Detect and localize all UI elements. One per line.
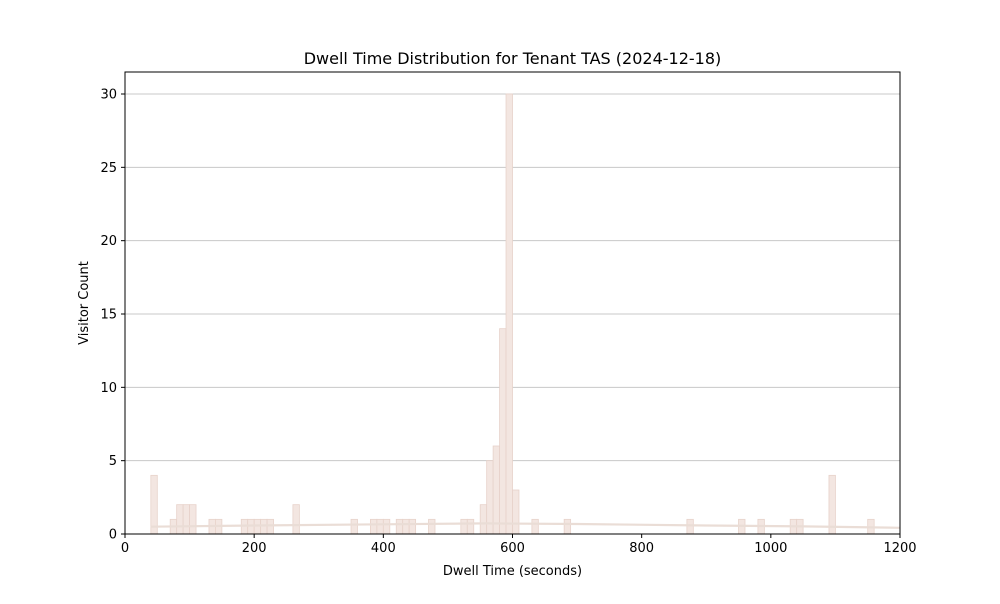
histogram-bar bbox=[189, 504, 197, 535]
histogram-bar bbox=[686, 518, 694, 535]
histogram-bar bbox=[479, 504, 488, 535]
histogram-bar bbox=[466, 518, 475, 535]
y-tick-label: 10 bbox=[100, 381, 117, 396]
histogram-bar bbox=[176, 504, 184, 535]
histogram-bar bbox=[376, 518, 384, 535]
histogram-bar bbox=[460, 518, 468, 535]
histogram-bar bbox=[428, 518, 436, 535]
histogram-bar bbox=[499, 328, 507, 535]
x-tick-label: 0 bbox=[121, 541, 129, 556]
histogram-bar bbox=[531, 518, 539, 535]
histogram-bar bbox=[408, 518, 417, 535]
x-axis-title: Dwell Time (seconds) bbox=[443, 564, 582, 579]
x-axis-ticks: 0 200 400 600 800 1000 1200 bbox=[121, 534, 917, 556]
histogram-bar bbox=[182, 504, 190, 535]
chart-title: Dwell Time Distribution for Tenant TAS (… bbox=[304, 49, 722, 68]
x-tick-label: 200 bbox=[242, 541, 267, 556]
histogram-bar bbox=[253, 518, 262, 535]
y-tick-label: 0 bbox=[109, 528, 117, 543]
histogram-bar bbox=[382, 518, 391, 535]
histogram-bar bbox=[512, 489, 520, 535]
y-tick-label: 20 bbox=[100, 234, 117, 249]
histogram-bar bbox=[150, 474, 158, 535]
histogram-bar bbox=[505, 93, 513, 535]
x-tick-label: 600 bbox=[500, 541, 525, 556]
histogram-bar bbox=[247, 518, 255, 535]
histogram-bar bbox=[395, 518, 404, 535]
histogram-bar bbox=[828, 474, 836, 535]
histogram-bar bbox=[350, 518, 358, 535]
histogram-bar bbox=[260, 518, 268, 535]
y-tick-label: 30 bbox=[100, 88, 117, 103]
x-tick-label: 1200 bbox=[883, 541, 916, 556]
histogram-bar bbox=[370, 518, 378, 535]
density-curve-line bbox=[150, 522, 901, 529]
histogram-bar bbox=[402, 518, 410, 535]
x-tick-label: 800 bbox=[629, 541, 654, 556]
y-tick-label: 25 bbox=[100, 161, 117, 176]
histogram-bar bbox=[266, 518, 274, 535]
y-axis-ticks: 0 5 10 15 20 25 30 bbox=[100, 88, 125, 543]
x-tick-label: 400 bbox=[371, 541, 396, 556]
x-tick-label: 1000 bbox=[754, 541, 787, 556]
y-tick-label: 5 bbox=[109, 454, 117, 469]
histogram-bar bbox=[292, 504, 300, 535]
histogram-bar bbox=[563, 518, 572, 535]
histogram-bar bbox=[492, 445, 500, 535]
y-axis-title: Visitor Count bbox=[77, 261, 92, 345]
density-curve bbox=[150, 522, 901, 529]
y-tick-label: 15 bbox=[100, 308, 117, 323]
